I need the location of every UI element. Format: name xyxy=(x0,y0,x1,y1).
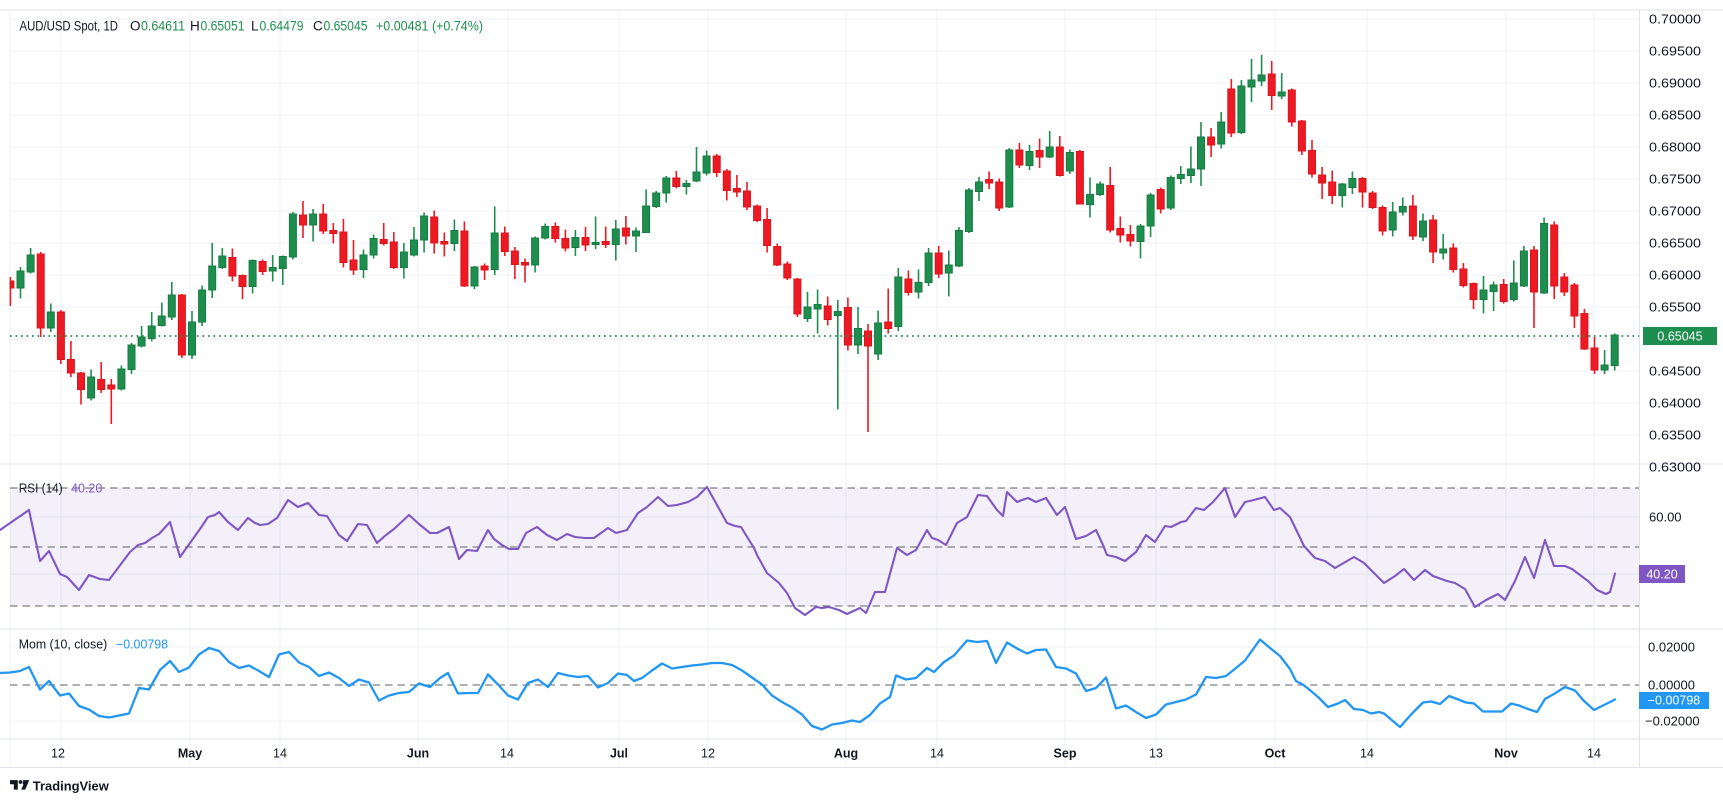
svg-text:Oct: Oct xyxy=(1265,746,1287,760)
svg-text:40.20: 40.20 xyxy=(71,481,102,495)
svg-text:Mom (10, close): Mom (10, close) xyxy=(19,637,108,651)
svg-text:13: 13 xyxy=(1149,746,1163,760)
svg-text:−0.02000: −0.02000 xyxy=(1645,713,1700,728)
svg-text:14: 14 xyxy=(1360,746,1374,760)
svg-text:Jun: Jun xyxy=(407,746,429,760)
svg-text:60.00: 60.00 xyxy=(1649,509,1682,524)
svg-text:14: 14 xyxy=(1587,746,1601,760)
svg-text:−0.00798: −0.00798 xyxy=(116,637,168,651)
svg-text:0.00000: 0.00000 xyxy=(1648,677,1695,692)
svg-text:0.69500: 0.69500 xyxy=(1649,43,1701,58)
svg-text:RSI (14): RSI (14) xyxy=(19,481,63,495)
svg-text:0.65045: 0.65045 xyxy=(1657,329,1702,343)
svg-text:0.68000: 0.68000 xyxy=(1649,139,1701,154)
svg-text:0.65051: 0.65051 xyxy=(201,19,245,34)
svg-text:L: L xyxy=(251,19,259,34)
svg-text:14: 14 xyxy=(273,746,287,760)
svg-text:0.67000: 0.67000 xyxy=(1649,203,1701,218)
svg-text:0.66500: 0.66500 xyxy=(1649,235,1701,250)
svg-text:0.64479: 0.64479 xyxy=(260,19,304,34)
svg-text:0.02000: 0.02000 xyxy=(1648,639,1695,654)
svg-text:C: C xyxy=(313,19,323,34)
svg-text:0.63500: 0.63500 xyxy=(1649,427,1701,442)
svg-text:May: May xyxy=(178,746,202,760)
svg-text:0.68500: 0.68500 xyxy=(1649,107,1701,122)
svg-text:12: 12 xyxy=(51,746,65,760)
svg-text:TradingView: TradingView xyxy=(33,778,110,793)
svg-text:Sep: Sep xyxy=(1054,746,1077,760)
svg-text:0.65045: 0.65045 xyxy=(324,19,368,34)
svg-text:0.64500: 0.64500 xyxy=(1649,363,1701,378)
svg-text:14: 14 xyxy=(930,746,944,760)
svg-text:Jul: Jul xyxy=(610,746,628,760)
svg-text:0.65500: 0.65500 xyxy=(1649,299,1701,314)
svg-text:+0.00481 (+0.74%): +0.00481 (+0.74%) xyxy=(376,19,483,34)
svg-text:0.70000: 0.70000 xyxy=(1649,11,1701,26)
svg-text:−0.00798: −0.00798 xyxy=(1648,693,1701,707)
svg-text:40.20: 40.20 xyxy=(1646,567,1677,581)
svg-text:Aug: Aug xyxy=(834,746,858,760)
svg-text:O: O xyxy=(130,19,141,34)
svg-text:14: 14 xyxy=(500,746,514,760)
svg-text:0.63000: 0.63000 xyxy=(1649,459,1701,474)
svg-text:0.69000: 0.69000 xyxy=(1649,75,1701,90)
svg-text:0.64000: 0.64000 xyxy=(1649,395,1701,410)
svg-text:H: H xyxy=(190,19,200,34)
svg-text:Nov: Nov xyxy=(1494,746,1518,760)
svg-text:12: 12 xyxy=(701,746,715,760)
svg-text:0.67500: 0.67500 xyxy=(1649,171,1701,186)
svg-text:0.66000: 0.66000 xyxy=(1649,267,1701,282)
svg-text:0.64611: 0.64611 xyxy=(141,19,185,34)
svg-text:AUD/USD Spot, 1D: AUD/USD Spot, 1D xyxy=(20,19,119,34)
